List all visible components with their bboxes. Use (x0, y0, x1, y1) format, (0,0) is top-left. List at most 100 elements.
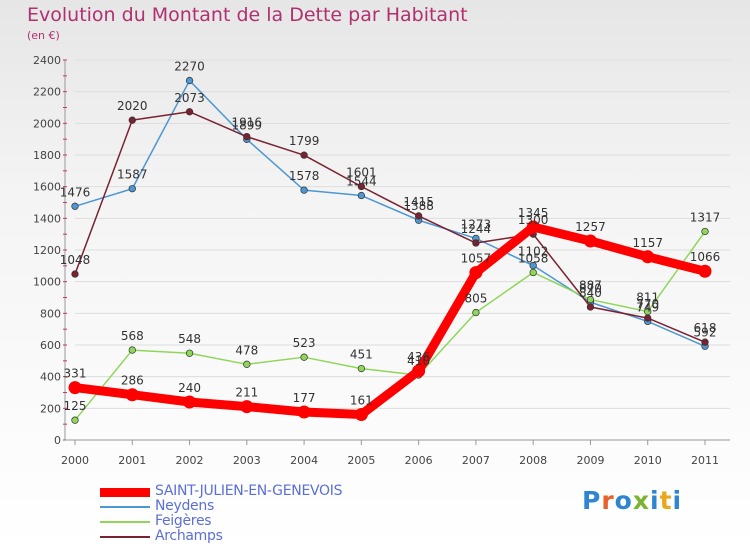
logo-letter: r (601, 486, 615, 515)
data-label: 1058 (518, 251, 549, 265)
data-point (583, 234, 597, 248)
chart-subtitle: (en €) (27, 29, 60, 42)
data-label: 1048 (60, 253, 91, 267)
data-label: 1916 (232, 116, 263, 130)
chart-title: Evolution du Montant de la Dette par Hab… (27, 4, 468, 26)
data-label: 2020 (117, 99, 148, 113)
y-tick-label: 400 (40, 371, 61, 384)
data-label: 1601 (346, 166, 377, 180)
y-tick-label: 1200 (33, 244, 61, 257)
data-label: 286 (121, 374, 144, 388)
x-tick-label: 2005 (347, 454, 375, 467)
data-label: 1345 (518, 206, 549, 220)
data-label: 568 (121, 329, 144, 343)
x-tick-label: 2010 (634, 454, 662, 467)
data-label: 1257 (575, 220, 606, 234)
y-tick-label: 0 (54, 434, 61, 447)
data-label: 870 (579, 281, 602, 295)
data-label: 1388 (403, 199, 434, 213)
x-tick-label: 2003 (233, 454, 261, 467)
x-tick-label: 2011 (691, 454, 719, 467)
y-tick-label: 600 (40, 339, 61, 352)
data-label: 240 (178, 381, 201, 395)
y-tick-label: 1600 (33, 181, 61, 194)
logo-letter: x (632, 486, 650, 515)
data-label: 548 (178, 332, 201, 346)
legend-swatch (100, 536, 150, 538)
data-point (354, 408, 368, 422)
data-label: 161 (350, 394, 373, 408)
legend-label: Feigères (155, 513, 212, 529)
x-tick-label: 2008 (519, 454, 547, 467)
x-tick-label: 2007 (462, 454, 490, 467)
data-point (641, 250, 655, 264)
data-label: 451 (350, 348, 373, 362)
x-tick-label: 2001 (118, 454, 146, 467)
data-point (243, 132, 251, 141)
data-label: 840 (579, 286, 602, 300)
legend-swatch (100, 521, 150, 523)
data-label: 1899 (232, 118, 263, 132)
data-label: 811 (636, 291, 659, 305)
data-label: 1317 (690, 210, 721, 224)
series-line-1 (74, 79, 706, 348)
data-label: 1476 (60, 185, 91, 199)
data-point (701, 227, 709, 236)
data-label: 1544 (346, 175, 377, 189)
x-tick-label: 2004 (290, 454, 318, 467)
series-line-0 (70, 222, 710, 420)
y-tick-label: 2000 (33, 117, 61, 130)
data-point (300, 186, 308, 194)
data-label: 478 (235, 343, 258, 357)
legend-swatch (100, 487, 150, 497)
x-tick-label: 2009 (576, 454, 604, 467)
legend-swatch (100, 506, 150, 508)
series-line-3 (74, 111, 706, 343)
data-point (698, 264, 712, 278)
data-point (125, 388, 139, 402)
logo-letter: o (614, 486, 633, 515)
data-label: 211 (235, 386, 258, 400)
data-label: 805 (464, 292, 487, 306)
data-label: 410 (407, 354, 430, 368)
data-label: 770 (636, 297, 659, 311)
data-point (586, 303, 595, 311)
data-label: 1273 (461, 217, 492, 231)
data-point (185, 76, 194, 85)
data-label: 1244 (461, 222, 492, 236)
data-point (71, 202, 79, 210)
data-point (529, 261, 537, 270)
data-point (300, 353, 308, 361)
logo-letter: t (659, 486, 673, 515)
data-label: 1102 (518, 245, 549, 259)
data-point (68, 381, 82, 395)
x-tick-label: 2000 (61, 454, 89, 467)
logo-letter: i (672, 486, 683, 515)
proxiti-logo: Proxiti (582, 486, 682, 515)
data-point (128, 116, 136, 124)
data-label: 331 (64, 367, 87, 381)
data-label: 1157 (632, 236, 663, 250)
series-line-2 (74, 230, 706, 421)
data-label: 1066 (690, 250, 721, 264)
logo-letter: P (582, 486, 602, 515)
data-point (128, 185, 136, 193)
y-tick-label: 1800 (33, 149, 61, 162)
data-point (300, 151, 308, 159)
data-label: 749 (636, 300, 659, 314)
data-point (297, 405, 311, 419)
data-label: 2073 (174, 91, 205, 105)
y-tick-label: 200 (40, 402, 61, 415)
data-label: 592 (694, 325, 717, 339)
data-point (357, 182, 366, 191)
y-tick-label: 2400 (33, 54, 61, 67)
data-label: 523 (293, 336, 316, 350)
data-point (469, 266, 483, 280)
legend-label: SAINT-JULIEN-EN-GENEVOIS (155, 483, 343, 499)
data-label: 1300 (518, 213, 549, 227)
data-point (185, 349, 194, 357)
data-point (357, 191, 366, 200)
data-point (243, 360, 251, 368)
data-label: 436 (407, 350, 430, 364)
